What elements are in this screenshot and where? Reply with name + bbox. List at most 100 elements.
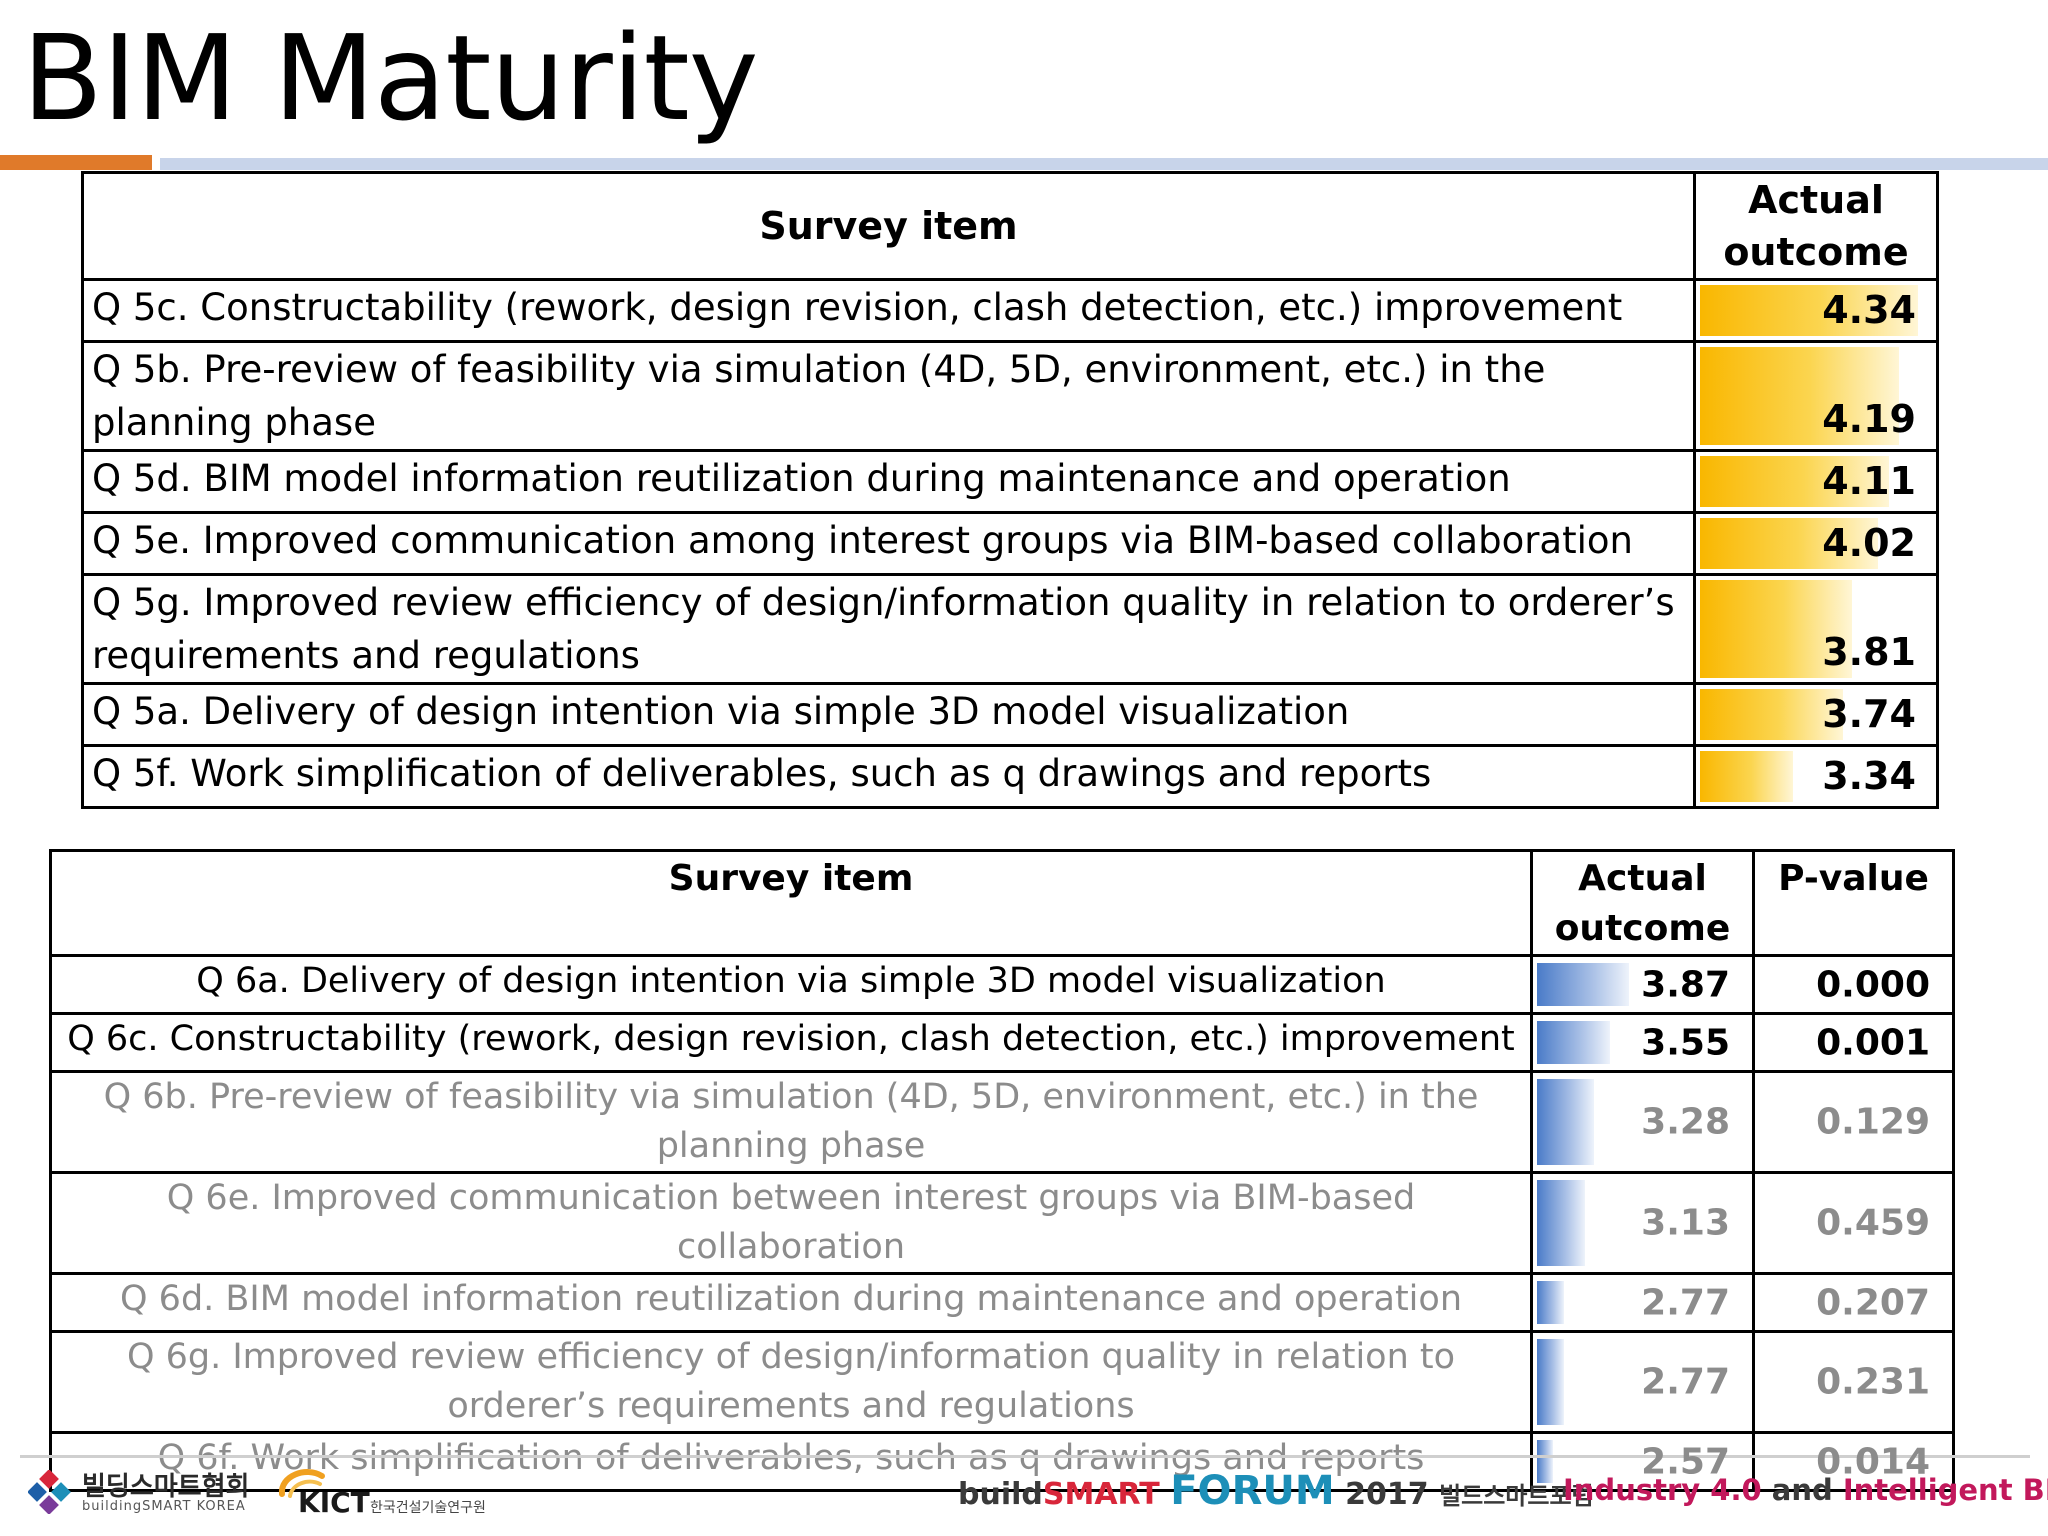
kict-name: KICT [298, 1486, 370, 1519]
buildingsmart-logo-icon [28, 1470, 71, 1514]
buildsmart-forum-logo: buildSMART FORUM 2017 빌드스마트포럼 [958, 1468, 1594, 1514]
p-value-cell: 0.001 [1752, 1012, 1955, 1073]
page-title: BIM Maturity [22, 9, 759, 147]
actual-outcome-cell: 4.11 [1693, 449, 1939, 514]
table-row: Q 6b. Pre-review of feasibility via simu… [49, 1070, 1955, 1174]
survey-item-text: Q 5g. Improved review efficiency of desi… [81, 573, 1696, 685]
p-value: 0.231 [1816, 1361, 1930, 1403]
header-actual-outcome: Actual outcome [1693, 171, 1939, 281]
outcome-value: 2.57 [1641, 1441, 1730, 1482]
actual-outcome-cell: 3.34 [1693, 744, 1939, 809]
forum-smart-text: SMART [1042, 1477, 1160, 1512]
table-row: Q 6c. Constructability (rework, design r… [49, 1012, 1955, 1073]
outcome-bar [1537, 963, 1629, 1006]
forum-korean-text: 빌드스마트포럼 [1439, 1482, 1594, 1510]
tagline-industry: Industry 4.0 [1563, 1473, 1762, 1507]
outcome-value: 3.13 [1641, 1202, 1730, 1244]
table-row: Q 6e. Improved communication between int… [49, 1171, 1955, 1275]
header-actual-outcome: Actual outcome [1530, 849, 1755, 957]
outcome-value: 2.77 [1641, 1361, 1730, 1403]
outcome-bar [1537, 1180, 1586, 1266]
survey-item-text: Q 5e. Improved communication among inter… [81, 511, 1696, 576]
outcome-bar [1700, 285, 1919, 336]
table-row: Q 5g. Improved review efficiency of desi… [81, 573, 1939, 685]
table-row: Q 6d. BIM model information reutilizatio… [49, 1272, 1955, 1333]
p-value-cell: 0.000 [1752, 954, 1955, 1015]
kict-swirl-icon [278, 1469, 325, 1498]
table-row: Q 5d. BIM model information reutilizatio… [81, 449, 1939, 514]
actual-outcome-cell: 3.81 [1693, 573, 1939, 685]
actual-outcome-cell: 3.13 [1530, 1171, 1755, 1275]
actual-outcome-cell: 2.77 [1530, 1272, 1755, 1333]
p-value-cell: 0.207 [1752, 1272, 1955, 1333]
survey-item-text: Q 6b. Pre-review of feasibility via simu… [49, 1070, 1533, 1174]
outcome-value: 3.34 [1822, 754, 1916, 798]
actual-outcome-cell: 4.02 [1693, 511, 1939, 576]
header-p-value: P-value [1752, 849, 1955, 957]
actual-outcome-cell: 2.77 [1530, 1330, 1755, 1434]
kict-logo: KICT 한국건설기술연구원 [276, 1464, 516, 1524]
survey-item-text: Q 5a. Delivery of design intention via s… [81, 682, 1696, 747]
p-value-cell: 0.459 [1752, 1171, 1955, 1275]
forum-forum-text: FORUM [1170, 1468, 1335, 1514]
p-value: 0.129 [1816, 1101, 1930, 1143]
tagline-intelligent-bim: Intelligent BIM [1842, 1473, 2048, 1507]
actual-outcome-cell: 4.34 [1693, 278, 1939, 343]
outcome-bar [1700, 580, 1852, 678]
p-value: 0.001 [1816, 1022, 1930, 1063]
p-value-cell: 0.014 [1752, 1431, 1955, 1492]
title-accent-orange [0, 155, 152, 170]
outcome-bar [1700, 347, 1900, 445]
survey-item-text: Q 5c. Constructability (rework, design r… [81, 278, 1696, 343]
outcome-bar [1537, 1339, 1565, 1425]
buildingsmart-korea-subtitle: buildingSMART KOREA [82, 1499, 246, 1514]
outcome-value: 3.81 [1822, 630, 1916, 674]
title-accent-blue [160, 158, 2048, 170]
survey-item-text: Q 5d. BIM model information reutilizatio… [81, 449, 1696, 514]
outcome-bar [1700, 456, 1890, 507]
actual-outcome-cell: 3.28 [1530, 1070, 1755, 1174]
kict-subtitle: 한국건설기술연구원 [370, 1500, 486, 1516]
survey-item-text: Q 6g. Improved review efficiency of desi… [49, 1330, 1533, 1434]
forum-year-text: 2017 [1345, 1477, 1429, 1512]
table-row: Q 6f. Work simplification of deliverable… [49, 1431, 1955, 1492]
survey-item-text: Q 6e. Improved communication between int… [49, 1171, 1533, 1275]
table-row: Q 5c. Constructability (rework, design r… [81, 278, 1939, 343]
outcome-value: 2.77 [1641, 1282, 1730, 1323]
p-value: 0.014 [1816, 1441, 1930, 1482]
survey-item-text: Q 6a. Delivery of design intention via s… [49, 954, 1533, 1015]
actual-outcome-cell: 2.57 [1530, 1431, 1755, 1492]
buildingsmart-korea-name: 빌딩스마트협회 [82, 1472, 250, 1502]
p-value: 0.207 [1816, 1282, 1930, 1323]
outcome-value: 3.55 [1641, 1022, 1730, 1063]
outcome-value: 3.74 [1822, 692, 1916, 736]
survey-item-text: Q 6c. Constructability (rework, design r… [49, 1012, 1533, 1073]
footer-divider [20, 1455, 2030, 1458]
outcome-value: 4.19 [1822, 397, 1916, 441]
survey-item-text: Q 5f. Work simplification of deliverable… [81, 744, 1696, 809]
survey-item-text: Q 6d. BIM model information reutilizatio… [49, 1272, 1533, 1333]
table-row: Q 5f. Work simplification of deliverable… [81, 744, 1939, 809]
buildingsmart-korea-logo: 빌딩스마트협회 buildingSMART KOREA [28, 1466, 268, 1522]
survey-item-text: Q 6f. Work simplification of deliverable… [49, 1431, 1533, 1492]
survey-item-text: Q 5b. Pre-review of feasibility via simu… [81, 340, 1696, 452]
p-value: 0.000 [1816, 964, 1930, 1005]
outcome-value: 4.11 [1822, 459, 1916, 503]
maturity-table-q6: Survey item Actual outcome P-value Q 6a.… [49, 849, 1955, 1492]
outcome-bar [1537, 1079, 1595, 1165]
outcome-bar [1537, 1281, 1565, 1324]
actual-outcome-cell: 3.55 [1530, 1012, 1755, 1073]
tagline-and: and [1771, 1473, 1833, 1507]
outcome-value: 3.28 [1641, 1101, 1730, 1143]
table-row: Q 5e. Improved communication among inter… [81, 511, 1939, 576]
table-row: Q 6g. Improved review efficiency of desi… [49, 1330, 1955, 1434]
p-value: 0.459 [1816, 1202, 1930, 1244]
outcome-value: 4.34 [1822, 288, 1916, 332]
outcome-bar [1537, 1021, 1610, 1064]
outcome-value: 3.87 [1641, 964, 1730, 1005]
outcome-bar [1700, 518, 1879, 569]
footer-tagline: Industry 4.0 and Intelligent BIM [1563, 1473, 2048, 1507]
header-survey-item: Survey item [81, 171, 1696, 281]
table-row: Q 5b. Pre-review of feasibility via simu… [81, 340, 1939, 452]
actual-outcome-cell: 3.87 [1530, 954, 1755, 1015]
